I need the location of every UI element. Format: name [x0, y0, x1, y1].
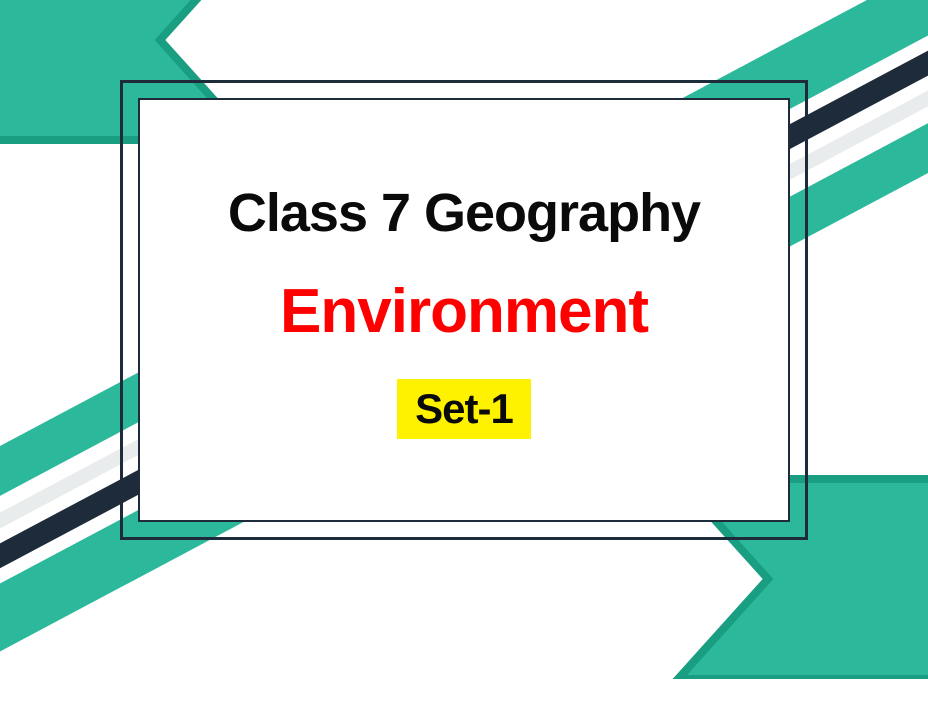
subtitle: Environment	[280, 276, 648, 347]
slide-canvas: Class 7 Geography Environment Set-1	[0, 0, 928, 619]
title: Class 7 Geography	[228, 182, 700, 244]
set-badge: Set-1	[397, 379, 531, 439]
content-card: Class 7 Geography Environment Set-1	[138, 98, 790, 522]
